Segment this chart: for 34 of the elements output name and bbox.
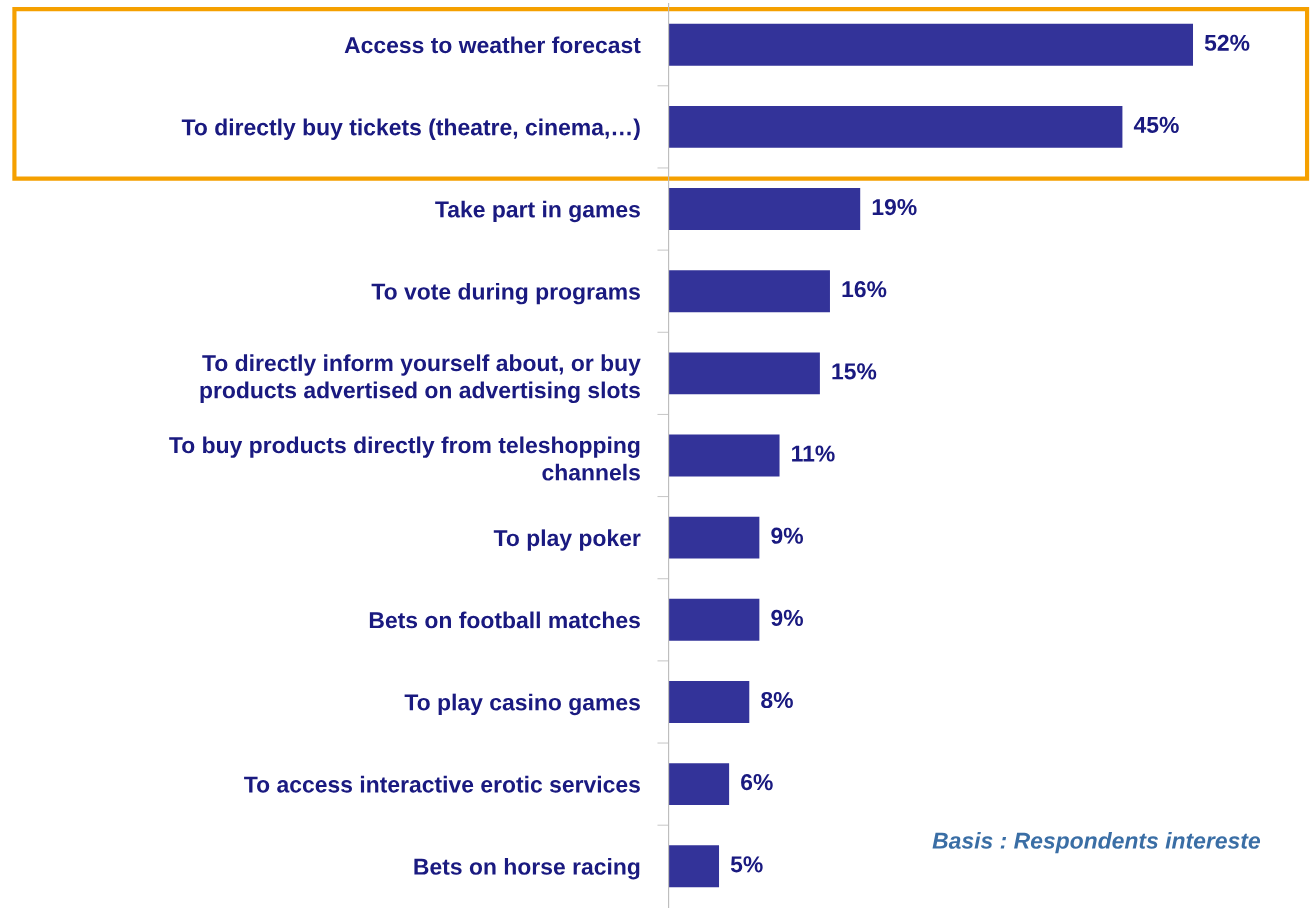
bar <box>668 23 1194 66</box>
bar <box>668 516 760 559</box>
y-tick-label: To vote during programs <box>371 282 640 305</box>
bar <box>668 845 720 888</box>
y-tick-label: Take part in games <box>435 200 640 223</box>
data-label: 19% <box>872 198 917 216</box>
annotation: Basis : Respondents intereste <box>932 831 1261 854</box>
y-tick-label: To play casino games <box>404 693 640 716</box>
bar <box>668 434 780 477</box>
data-label: 11% <box>792 445 835 462</box>
data-label: 15% <box>832 363 877 380</box>
bar <box>668 763 730 806</box>
bar <box>668 352 820 395</box>
y-tick-label: Bets on horse racing <box>414 857 640 880</box>
y-tick-label: To directly inform yourself about, or buy products advertised on advertising slots <box>200 354 641 403</box>
y-tick-label: To access interactive erotic services <box>244 775 640 793</box>
data-label: 16% <box>842 281 887 298</box>
data-label: 6% <box>741 774 773 791</box>
y-tick-label: Bets on football matches <box>369 611 640 629</box>
y-tick-label: Access to weather forecast <box>344 36 641 54</box>
bar <box>668 188 861 230</box>
bar <box>668 681 750 723</box>
data-label: 9% <box>771 527 803 544</box>
data-label: 8% <box>761 691 793 709</box>
data-label: 9% <box>771 609 803 626</box>
data-label: 52% <box>1204 34 1250 51</box>
data-label: 45% <box>1133 116 1179 134</box>
bar <box>668 105 1123 148</box>
y-tick-label: To directly buy tickets (theatre, cinema,…) <box>181 118 640 140</box>
y-tick-label: To buy products directly from teleshopping channels <box>169 436 640 481</box>
bar <box>668 598 760 641</box>
data-label: 5% <box>730 856 763 873</box>
bar <box>668 270 830 313</box>
y-tick-label: To play poker <box>493 529 641 551</box>
